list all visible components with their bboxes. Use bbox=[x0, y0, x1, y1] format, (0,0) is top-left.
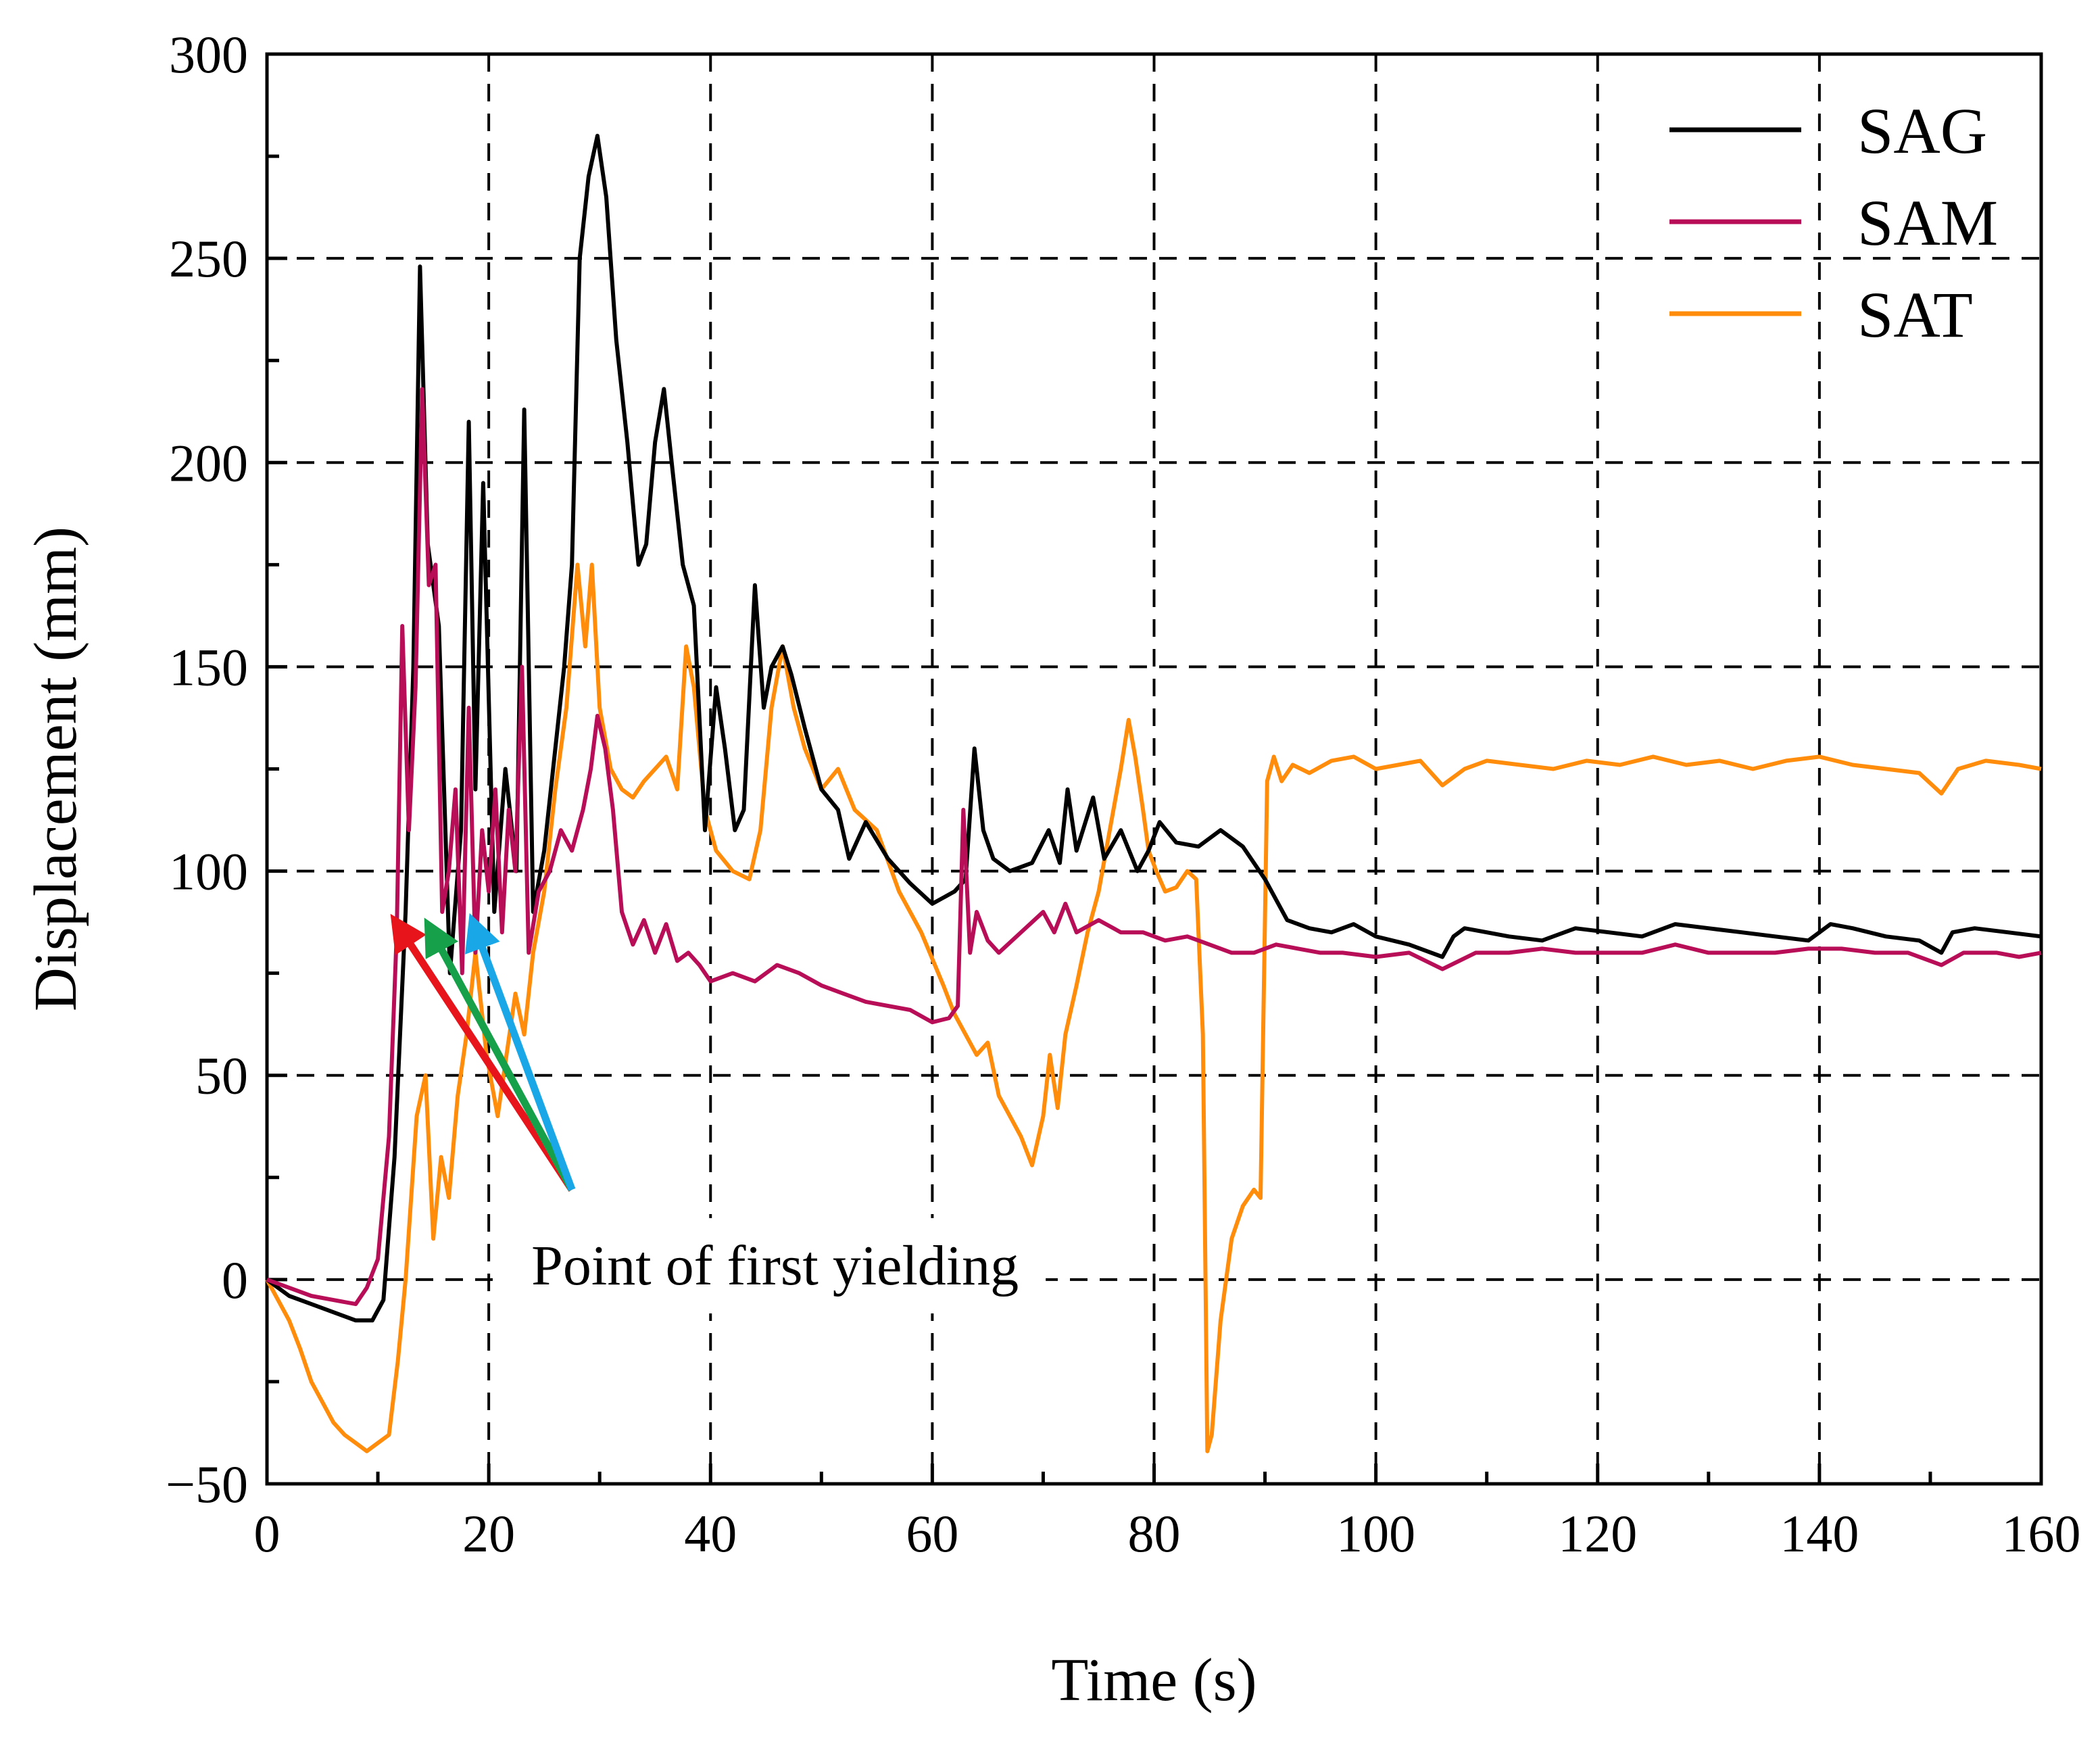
x-tick-label: 80 bbox=[1128, 1504, 1181, 1563]
annotation-label: Point of first yielding bbox=[531, 1234, 1019, 1297]
y-tick-label: 200 bbox=[169, 433, 248, 492]
series-line-sam bbox=[266, 387, 2042, 1307]
x-tick-label: 100 bbox=[1336, 1504, 1415, 1563]
x-tick-label: 140 bbox=[1780, 1504, 1859, 1563]
x-tick-label: 120 bbox=[1558, 1504, 1637, 1563]
y-axis-title: Displacement (mm) bbox=[22, 527, 89, 1011]
annotation-arrow bbox=[424, 917, 576, 1192]
annotation-arrow bbox=[390, 913, 575, 1192]
annotation-label-background bbox=[504, 1217, 1046, 1313]
legend: SAG SAM SAT bbox=[1669, 95, 1998, 351]
x-tick-label: 60 bbox=[906, 1504, 958, 1563]
legend-label-sam: SAM bbox=[1857, 187, 1998, 259]
y-tick-label: −50 bbox=[166, 1455, 248, 1514]
annotation: Point of first yielding bbox=[390, 913, 1046, 1313]
y-tick-label: 0 bbox=[222, 1251, 248, 1309]
x-tick-label: 40 bbox=[684, 1504, 737, 1563]
legend-label-sag: SAG bbox=[1857, 95, 1987, 167]
axis-ticks bbox=[265, 52, 2043, 1486]
legend-label-sat: SAT bbox=[1857, 279, 1973, 351]
y-tick-label: 300 bbox=[169, 25, 248, 84]
annotation-arrow bbox=[465, 913, 576, 1191]
y-tick-label: 100 bbox=[169, 842, 248, 901]
series-line-sag bbox=[266, 133, 2042, 1323]
x-axis-title: Time (s) bbox=[1051, 1647, 1256, 1714]
y-tick-label: 250 bbox=[169, 229, 248, 288]
y-tick-label: 50 bbox=[195, 1046, 248, 1105]
x-tick-label: 160 bbox=[2002, 1504, 2081, 1563]
axis-tick-labels: 0 20 40 60 80 100 120 140 160−500501001502002503… bbox=[166, 25, 2081, 1563]
series-line-sat bbox=[265, 562, 2042, 1453]
y-tick-label: 150 bbox=[169, 637, 248, 696]
x-tick-label: 0 bbox=[254, 1504, 280, 1563]
series-lines bbox=[265, 133, 2042, 1453]
x-tick-label: 20 bbox=[462, 1504, 515, 1563]
